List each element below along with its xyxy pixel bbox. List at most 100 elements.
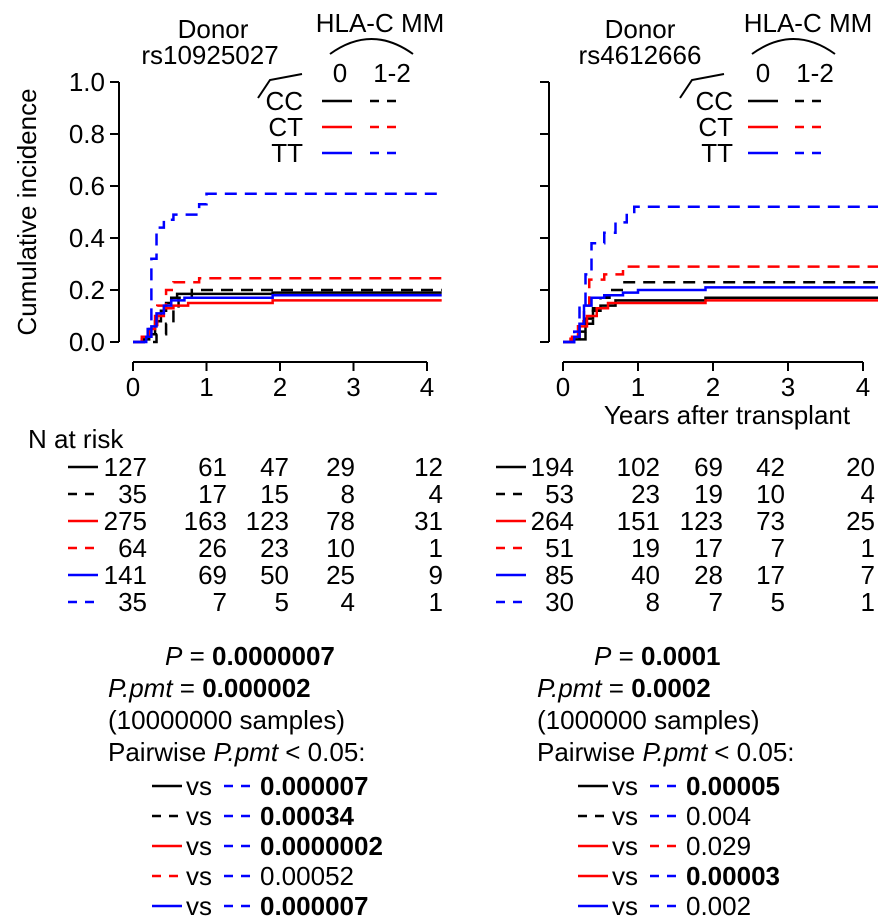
left-header-slash [257,73,303,99]
left-ppmt-line: P.pmt = 0.000002 [108,673,311,703]
left-x-tick-label-2: 2 [273,372,287,402]
left-risk-row-5-col-1: 7 [213,587,227,617]
left-hla-label: HLA-C MM [316,8,445,38]
left-risk-row-2-col-4: 31 [414,506,443,536]
left-pair-0-vs: vs [186,771,212,801]
left-risk-row-3-col-2: 23 [260,533,289,563]
left-risk-row-5-col-4: 1 [429,587,443,617]
left-y-axis-label: Cumulative incidence [12,88,42,335]
right-hla-label: HLA-C MM [744,8,873,38]
left-pair-3-value: 0.00052 [260,861,354,891]
left-samples-line: (10000000 samples) [108,705,345,735]
right-pair-2-value: 0.029 [686,831,751,861]
right-pair-2-vs: vs [612,831,638,861]
right-risk-row-5-col-4: 1 [861,587,875,617]
left-series-CT-mm0 [133,299,442,344]
left-risk-row-5-col-3: 4 [341,587,355,617]
left-risk-row-3-col-1: 26 [198,533,227,563]
right-risk-row-4-col-4: 7 [861,560,875,590]
left-series-TT-mm1-2 [133,192,442,344]
left-risk-row-4-col-3: 25 [326,560,355,590]
left-x-tick-label-4: 4 [420,372,434,402]
left-x-tick-label-3: 3 [346,372,360,402]
right-snp-label: rs4612666 [579,40,702,70]
right-risk-row-5-col-2: 7 [709,587,723,617]
right-risk-row-0-col-4: 20 [846,452,875,482]
right-x-tick-label-0: 0 [556,372,570,402]
left-risk-row-5-col-2: 5 [275,587,289,617]
left-pairwise-heading: Pairwise P.pmt < 0.05: [108,737,366,767]
right-pairwise-heading: Pairwise P.pmt < 0.05: [537,737,795,767]
left-y-tick-label-0: 0.0 [69,327,105,357]
left-series-CT-mm1-2 [133,277,442,344]
left-donor-label: Donor [178,14,249,44]
right-x-tick-label-2: 2 [706,372,720,402]
left-risk-row-0-col-3: 29 [326,452,355,482]
left-mm0-label: 0 [333,58,347,88]
right-samples-line: (1000000 samples) [537,705,760,735]
right-donor-label: Donor [605,14,676,44]
right-legend-CT: CT [698,112,733,142]
left-risk-row-0-col-0: 127 [104,452,147,482]
left-y-tick-label-3: 0.6 [69,171,105,201]
left-y-tick-label-2: 0.4 [69,223,105,253]
left-legend-CC: CC [265,86,303,116]
left-risk-row-4-col-2: 50 [260,560,289,590]
right-series-CC-mm0 [563,296,878,344]
left-x-tick-label-1: 1 [199,372,213,402]
left-risk-row-0-col-2: 47 [260,452,289,482]
right-mm0-label: 0 [756,58,770,88]
right-pair-3-vs: vs [612,861,638,891]
left-hla-brace [329,38,414,55]
right-risk-row-0-col-0: 194 [531,452,574,482]
left-risk-row-1-col-4: 4 [429,479,443,509]
left-series-TT-mm0 [133,293,442,344]
right-risk-row-1-col-4: 4 [861,479,875,509]
left-risk-row-1-col-1: 17 [198,479,227,509]
right-pair-3-value: 0.00003 [686,861,780,891]
right-risk-row-3-col-1: 19 [631,533,660,563]
right-risk-row-2-col-4: 25 [846,506,875,536]
right-risk-row-5-col-0: 30 [545,587,574,617]
left-risk-row-4-col-4: 9 [429,560,443,590]
right-pair-4-value: 0.002 [686,891,751,921]
right-series-CT-mm1-2 [563,265,878,344]
right-risk-row-3-col-4: 1 [861,533,875,563]
left-pair-4-value: 0.000007 [260,891,368,921]
left-y-tick-label-5: 1.0 [69,67,105,97]
right-header-slash [679,73,725,99]
right-risk-row-0-col-1: 102 [617,452,660,482]
left-pair-0-value: 0.000007 [260,771,368,801]
left-risk-row-2-col-2: 123 [246,506,289,536]
right-risk-row-2-col-0: 264 [531,506,574,536]
right-series-CC-mm1-2 [563,280,878,344]
right-risk-row-2-col-1: 151 [617,506,660,536]
right-risk-row-1-col-1: 23 [631,479,660,509]
right-risk-row-2-col-3: 73 [756,506,785,536]
left-legend-TT: TT [271,138,303,168]
right-pair-1-value: 0.004 [686,801,751,831]
right-risk-row-1-col-2: 19 [694,479,723,509]
left-risk-row-3-col-4: 1 [429,533,443,563]
right-legend-CC: CC [695,86,733,116]
right-risk-row-4-col-0: 85 [545,560,574,590]
right-risk-row-0-col-2: 69 [694,452,723,482]
left-y-tick-label-1: 0.2 [69,275,105,305]
right-risk-row-5-col-3: 5 [771,587,785,617]
right-x-tick-label-3: 3 [781,372,795,402]
right-x-axis-label: Years after transplant [604,400,851,430]
left-risk-row-2-col-0: 275 [104,506,147,536]
left-pair-3-vs: vs [186,861,212,891]
left-pair-1-value: 0.00034 [260,801,355,831]
right-pair-0-value: 0.00005 [686,771,780,801]
left-risk-row-1-col-2: 15 [260,479,289,509]
left-risk-row-1-col-3: 8 [341,479,355,509]
left-y-tick-label-4: 0.8 [69,119,105,149]
left-snp-label: rs10925027 [141,40,278,70]
right-pair-1-vs: vs [612,801,638,831]
left-risk-row-0-col-1: 61 [198,452,227,482]
right-risk-row-2-col-2: 123 [680,506,723,536]
left-pair-2-value: 0.0000002 [260,831,383,861]
left-pair-4-vs: vs [186,891,212,921]
